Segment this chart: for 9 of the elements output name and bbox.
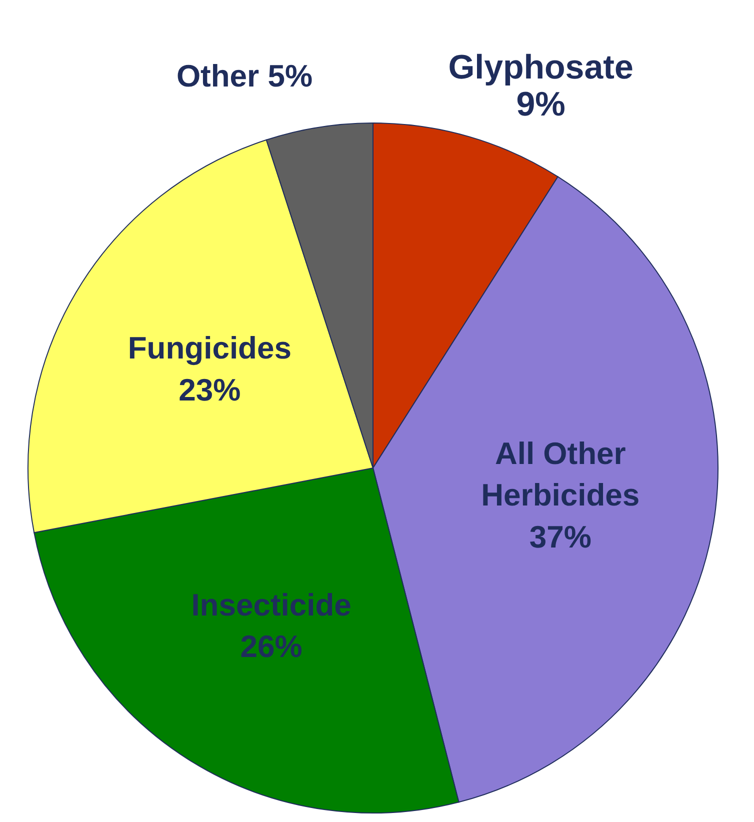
slice-label: All Other Herbicides [481, 436, 640, 513]
data-label: 37% [529, 520, 592, 555]
slice-label: Glyphosate [448, 48, 634, 86]
slice-label: Insecticide [191, 587, 352, 622]
data-label: 9% [516, 86, 566, 124]
slice-label: Fungicides [128, 330, 292, 366]
data-label: 26% [240, 629, 302, 664]
data-label: 23% [178, 372, 241, 408]
slice-label: Other 5% [176, 58, 313, 94]
